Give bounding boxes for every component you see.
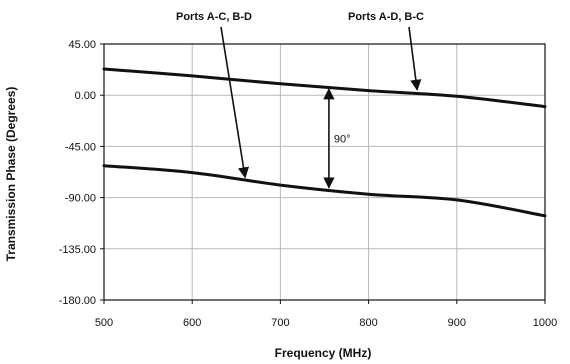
x-tick-label: 900 (448, 317, 466, 329)
axis-layer: 500 600 700 800 900 1000 45.00 0.00 -45.00 -90.00… (59, 39, 558, 329)
series-layer (102, 67, 547, 218)
plot-frame (103, 43, 546, 301)
y-tick-label: -180.00 (59, 295, 96, 307)
y-tick-label: -45.00 (65, 141, 96, 153)
series-line-1 (102, 67, 547, 109)
y-tick-label: -135.00 (59, 244, 96, 256)
y-tick-label: -90.00 (65, 193, 96, 205)
series-callout-label: Ports A-D, B-C (348, 11, 424, 23)
callout-arrow (408, 26, 422, 91)
x-axis-label: Frequency (MHz) (275, 346, 372, 360)
x-tick-label: 1000 (533, 317, 557, 329)
x-tick-label: 600 (183, 317, 201, 329)
y-tick-label: 45.00 (68, 39, 96, 51)
x-tick-label: 700 (271, 317, 289, 329)
x-tick-label: 500 (95, 317, 113, 329)
x-tick-label: 800 (359, 317, 377, 329)
annotation-layer: Ports A-C, B-D Ports A-D, B-C 90° (176, 11, 424, 189)
series-line-2 (102, 164, 547, 218)
y-tick-label: 0.00 (75, 90, 96, 102)
phase-difference-label: 90° (334, 133, 351, 145)
series-callout-label: Ports A-C, B-D (176, 11, 252, 23)
y-axis-label: Transmission Phase (Degrees) (4, 87, 18, 262)
callout-arrow (220, 26, 250, 179)
